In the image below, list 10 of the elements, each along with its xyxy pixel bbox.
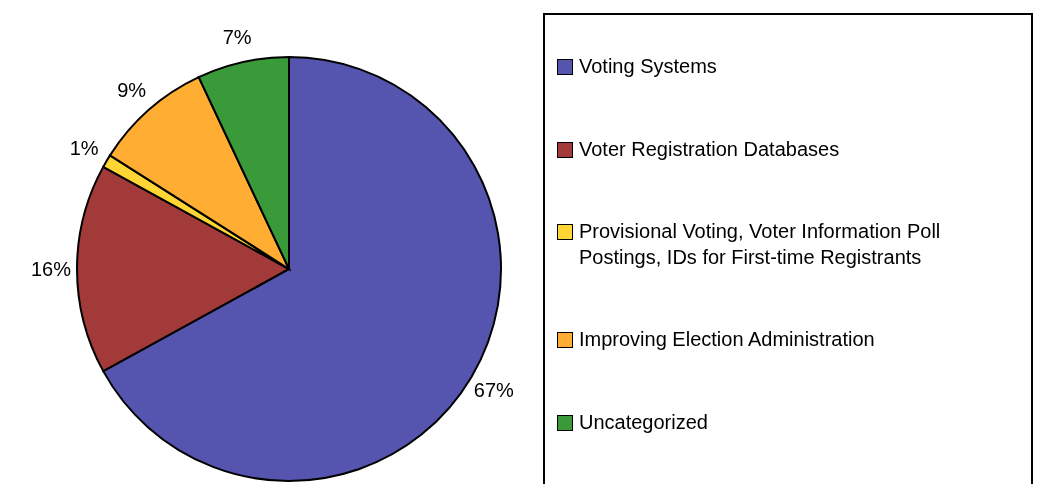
legend-label: Voting Systems [579, 54, 717, 80]
legend-label: Voter Registration Databases [579, 136, 840, 162]
data-label: 9% [117, 79, 147, 102]
legend-label: Provisional Voting, Voter Information Poll Postings, IDs for First-time Registrants [579, 218, 942, 270]
data-label: 1% [69, 136, 99, 159]
legend-label: Uncategorized [579, 409, 708, 435]
legend-label: Improving Election Administration [579, 327, 875, 353]
data-label: 7% [222, 25, 252, 48]
data-label: 16% [30, 258, 72, 280]
data-label: 67% [473, 379, 515, 402]
